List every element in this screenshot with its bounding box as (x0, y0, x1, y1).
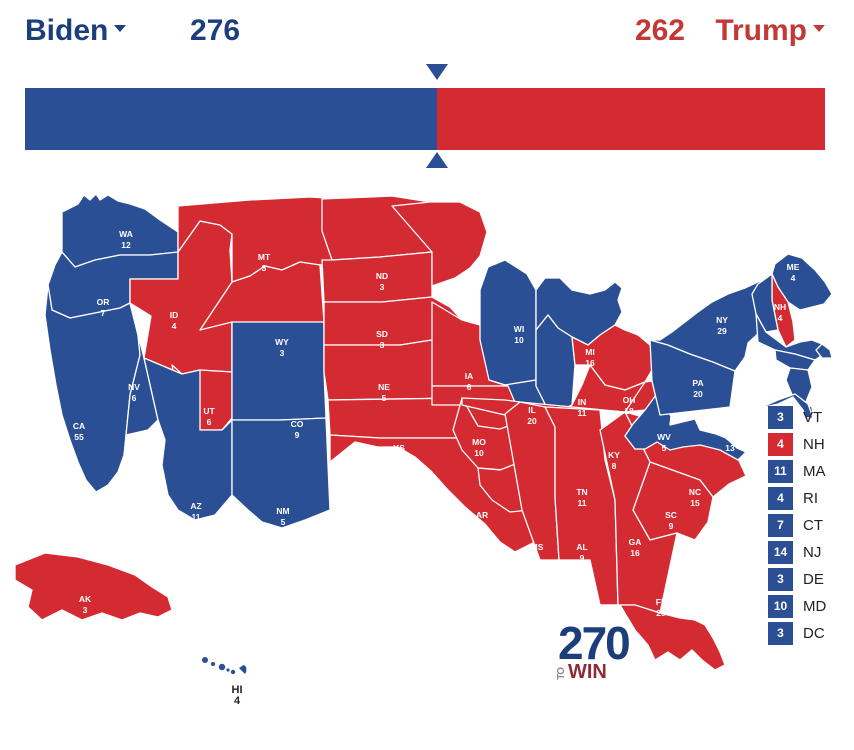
svg-text:CA: CA (73, 421, 85, 431)
svg-text:29: 29 (717, 326, 727, 336)
svg-text:MN: MN (451, 287, 464, 297)
svg-text:4: 4 (172, 321, 177, 331)
svg-text:8: 8 (612, 461, 617, 471)
svg-text:7: 7 (101, 308, 106, 318)
svg-text:7: 7 (410, 511, 415, 521)
svg-text:5: 5 (662, 443, 667, 453)
svg-text:13: 13 (725, 443, 735, 453)
svg-text:OH: OH (623, 395, 636, 405)
svg-text:MS: MS (531, 542, 544, 552)
svg-text:6: 6 (467, 382, 472, 392)
svg-text:NC: NC (689, 487, 701, 497)
svg-text:11: 11 (192, 512, 201, 522)
svg-text:HI: HI (246, 664, 255, 674)
svg-text:5: 5 (382, 393, 387, 403)
svg-text:AK: AK (79, 594, 92, 604)
svg-text:TX: TX (378, 578, 389, 588)
svg-text:NV: NV (128, 382, 140, 392)
svg-text:KS: KS (393, 443, 405, 453)
svg-text:MI: MI (585, 347, 594, 357)
svg-text:PA: PA (692, 378, 703, 388)
svg-text:NY: NY (716, 315, 728, 325)
svg-text:IN: IN (578, 397, 587, 407)
svg-text:3: 3 (380, 340, 385, 350)
svg-text:WV: WV (657, 432, 671, 442)
svg-text:11: 11 (578, 498, 587, 508)
svg-text:WA: WA (119, 229, 133, 239)
svg-text:9: 9 (669, 521, 674, 531)
svg-text:16: 16 (630, 548, 640, 558)
svg-text:AR: AR (476, 510, 488, 520)
svg-text:NE: NE (378, 382, 390, 392)
svg-text:4: 4 (778, 313, 783, 323)
svg-text:GA: GA (629, 537, 642, 547)
svg-text:6: 6 (207, 417, 212, 427)
svg-text:4: 4 (248, 675, 253, 685)
svg-text:LA: LA (481, 571, 492, 581)
svg-text:6: 6 (480, 521, 485, 531)
svg-text:16: 16 (585, 358, 595, 368)
svg-text:IA: IA (465, 371, 474, 381)
svg-text:IL: IL (528, 405, 536, 415)
svg-text:11: 11 (578, 408, 587, 418)
svg-text:CO: CO (291, 419, 304, 429)
svg-text:MT: MT (258, 252, 271, 262)
svg-text:10: 10 (514, 335, 524, 345)
svg-text:AZ: AZ (190, 501, 201, 511)
svg-text:3: 3 (83, 605, 88, 615)
svg-text:WY: WY (275, 337, 289, 347)
svg-text:3: 3 (262, 263, 267, 273)
svg-text:6: 6 (535, 553, 540, 563)
svg-text:3: 3 (280, 348, 285, 358)
svg-text:NM: NM (276, 506, 289, 516)
svg-text:KY: KY (608, 450, 620, 460)
svg-text:ND: ND (376, 271, 388, 281)
svg-text:SD: SD (376, 329, 388, 339)
svg-text:10: 10 (453, 298, 463, 308)
svg-text:3: 3 (380, 282, 385, 292)
svg-text:9: 9 (580, 553, 585, 563)
svg-text:OK: OK (406, 500, 420, 510)
svg-text:10: 10 (474, 448, 484, 458)
svg-text:38: 38 (378, 589, 388, 599)
svg-text:5: 5 (281, 517, 286, 527)
svg-text:8: 8 (485, 582, 490, 592)
svg-text:TN: TN (576, 487, 587, 497)
svg-text:4: 4 (234, 695, 241, 707)
svg-text:55: 55 (74, 432, 84, 442)
svg-text:15: 15 (690, 498, 700, 508)
svg-text:VA: VA (724, 432, 735, 442)
svg-text:9: 9 (295, 430, 300, 440)
svg-text:20: 20 (527, 416, 537, 426)
svg-text:FL: FL (656, 597, 666, 607)
svg-text:ID: ID (170, 310, 179, 320)
svg-text:UT: UT (203, 406, 215, 416)
svg-text:MO: MO (472, 437, 486, 447)
svg-text:OR: OR (97, 297, 110, 307)
svg-text:ME: ME (787, 262, 800, 272)
svg-text:29: 29 (656, 608, 666, 618)
svg-text:4: 4 (791, 273, 796, 283)
svg-text:SC: SC (665, 510, 677, 520)
svg-text:12: 12 (121, 240, 131, 250)
svg-text:6: 6 (132, 393, 137, 403)
svg-text:WI: WI (514, 324, 524, 334)
svg-text:18: 18 (624, 406, 634, 416)
svg-text:NH: NH (774, 302, 786, 312)
svg-text:AL: AL (576, 542, 587, 552)
svg-text:6: 6 (397, 454, 402, 464)
svg-text:20: 20 (693, 389, 703, 399)
